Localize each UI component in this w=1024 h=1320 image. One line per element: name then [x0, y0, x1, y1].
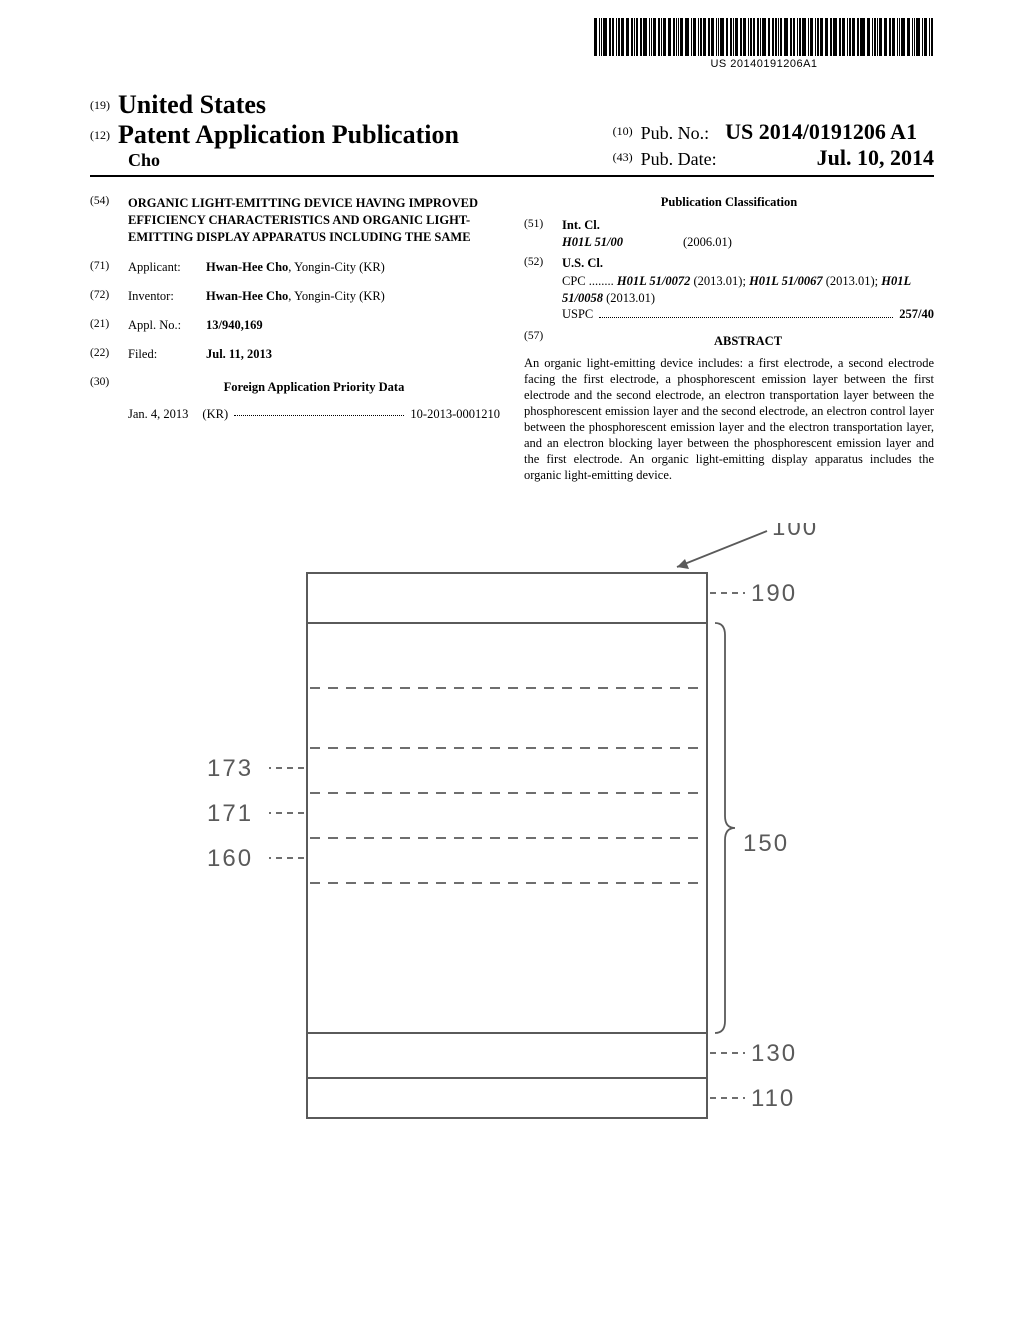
abstract-head-row: (57) ABSTRACT [524, 330, 934, 353]
header: (19) United States (12) Patent Applicati… [90, 90, 934, 177]
inid-title: (54) [90, 195, 128, 246]
inid-priority: (30) [90, 376, 128, 403]
priority-country: (KR) [202, 407, 228, 422]
country: United States [118, 90, 266, 119]
uspc-value: 257/40 [899, 307, 934, 322]
priority-date: Jan. 4, 2013 [128, 407, 188, 422]
inid-abstract: (57) [524, 330, 562, 353]
priority-head-row: (30) Foreign Application Priority Data [90, 376, 500, 403]
priority-number: 10-2013-0001210 [410, 407, 500, 422]
header-right: (10) Pub. No.: US 2014/0191206 A1 (43) P… [613, 119, 934, 171]
svg-text:150: 150 [743, 830, 789, 857]
svg-text:160: 160 [207, 845, 253, 872]
inventor-value: Hwan-Hee Cho, Yongin-City (KR) [206, 289, 500, 304]
applicant-name: Hwan-Hee Cho [206, 260, 288, 274]
inventor-name: Hwan-Hee Cho [206, 289, 288, 303]
inid-applicant: (71) [90, 260, 128, 275]
cpc-line: CPC ........ H01L 51/0072 (2013.01); H01… [524, 273, 934, 307]
inid-inventor: (72) [90, 289, 128, 304]
inventor-loc: , Yongin-City (KR) [288, 289, 385, 303]
svg-text:173: 173 [207, 755, 253, 782]
svg-text:100: 100 [772, 523, 818, 541]
filed-row: (22) Filed: Jul. 11, 2013 [90, 347, 500, 362]
dots-leader [234, 407, 404, 416]
publication-type: Patent Application Publication [118, 120, 459, 149]
appl-row: (21) Appl. No.: 13/940,169 [90, 318, 500, 333]
barcode-graphic [594, 18, 934, 56]
applicant-row: (71) Applicant: Hwan-Hee Cho, Yongin-Cit… [90, 260, 500, 275]
appl-value: 13/940,169 [206, 318, 500, 333]
inid-appl: (21) [90, 318, 128, 333]
patent-figure: 100 190 150 130 110 173 171 160 [152, 523, 872, 1143]
svg-text:190: 190 [751, 580, 797, 607]
dots-leader-uspc [599, 309, 893, 318]
appl-label: Appl. No.: [128, 318, 206, 333]
inid-pubdate: (43) [613, 150, 633, 164]
priority-row: Jan. 4, 2013 (KR) 10-2013-0001210 [90, 407, 500, 422]
figure-area: 100 190 150 130 110 173 171 160 [90, 523, 934, 1143]
intcl-value-row: H01L 51/00 (2006.01) [524, 235, 934, 250]
intcl-date: (2006.01) [683, 235, 732, 250]
pubdate-value: Jul. 10, 2014 [817, 145, 934, 170]
pubno-value: US 2014/0191206 A1 [725, 119, 917, 144]
intcl-label: Int. Cl. [562, 218, 600, 233]
title-row: (54) ORGANIC LIGHT-EMITTING DEVICE HAVIN… [90, 195, 500, 246]
classification-heading: Publication Classification [524, 195, 934, 210]
uscl-row: (52) U.S. Cl. [524, 256, 934, 271]
cpc-label: CPC [562, 274, 586, 288]
inid-country: (19) [90, 98, 110, 112]
intcl-row: (51) Int. Cl. [524, 218, 934, 233]
barcode-text: US 20140191206A1 [594, 58, 934, 70]
svg-text:110: 110 [751, 1085, 795, 1112]
inid-pubno: (10) [613, 124, 633, 138]
inid-uscl: (52) [524, 256, 562, 271]
left-column: (54) ORGANIC LIGHT-EMITTING DEVICE HAVIN… [90, 195, 500, 483]
pubno-label: Pub. No.: [641, 123, 710, 143]
header-left: (19) United States (12) Patent Applicati… [90, 90, 459, 171]
svg-text:171: 171 [207, 800, 253, 827]
abstract-heading: ABSTRACT [562, 334, 934, 349]
barcode-block: US 20140191206A1 [594, 18, 934, 70]
abstract-text: An organic light-emitting device include… [524, 355, 934, 483]
pubdate-label: Pub. Date: [641, 149, 717, 169]
inid-pub: (12) [90, 128, 110, 142]
inid-intcl: (51) [524, 218, 562, 233]
applicant-label: Applicant: [128, 260, 206, 275]
applicant-loc: , Yongin-City (KR) [288, 260, 385, 274]
inid-filed: (22) [90, 347, 128, 362]
uspc-line: USPC 257/40 [524, 307, 934, 322]
uscl-label: U.S. Cl. [562, 256, 603, 271]
inventor-label: Inventor: [128, 289, 206, 304]
inventor-row: (72) Inventor: Hwan-Hee Cho, Yongin-City… [90, 289, 500, 304]
right-column: Publication Classification (51) Int. Cl.… [524, 195, 934, 483]
applicant-value: Hwan-Hee Cho, Yongin-City (KR) [206, 260, 500, 275]
priority-heading: Foreign Application Priority Data [128, 380, 500, 395]
svg-text:130: 130 [751, 1040, 797, 1067]
uspc-label: USPC [562, 307, 593, 322]
author-line: Cho [128, 150, 459, 171]
cpc-codes: H01L 51/0072 [617, 274, 691, 288]
filed-label: Filed: [128, 347, 206, 362]
biblio-columns: (54) ORGANIC LIGHT-EMITTING DEVICE HAVIN… [90, 195, 934, 483]
intcl-code: H01L 51/00 [562, 235, 623, 250]
patent-title: ORGANIC LIGHT-EMITTING DEVICE HAVING IMP… [128, 195, 500, 246]
filed-value: Jul. 11, 2013 [206, 347, 500, 362]
